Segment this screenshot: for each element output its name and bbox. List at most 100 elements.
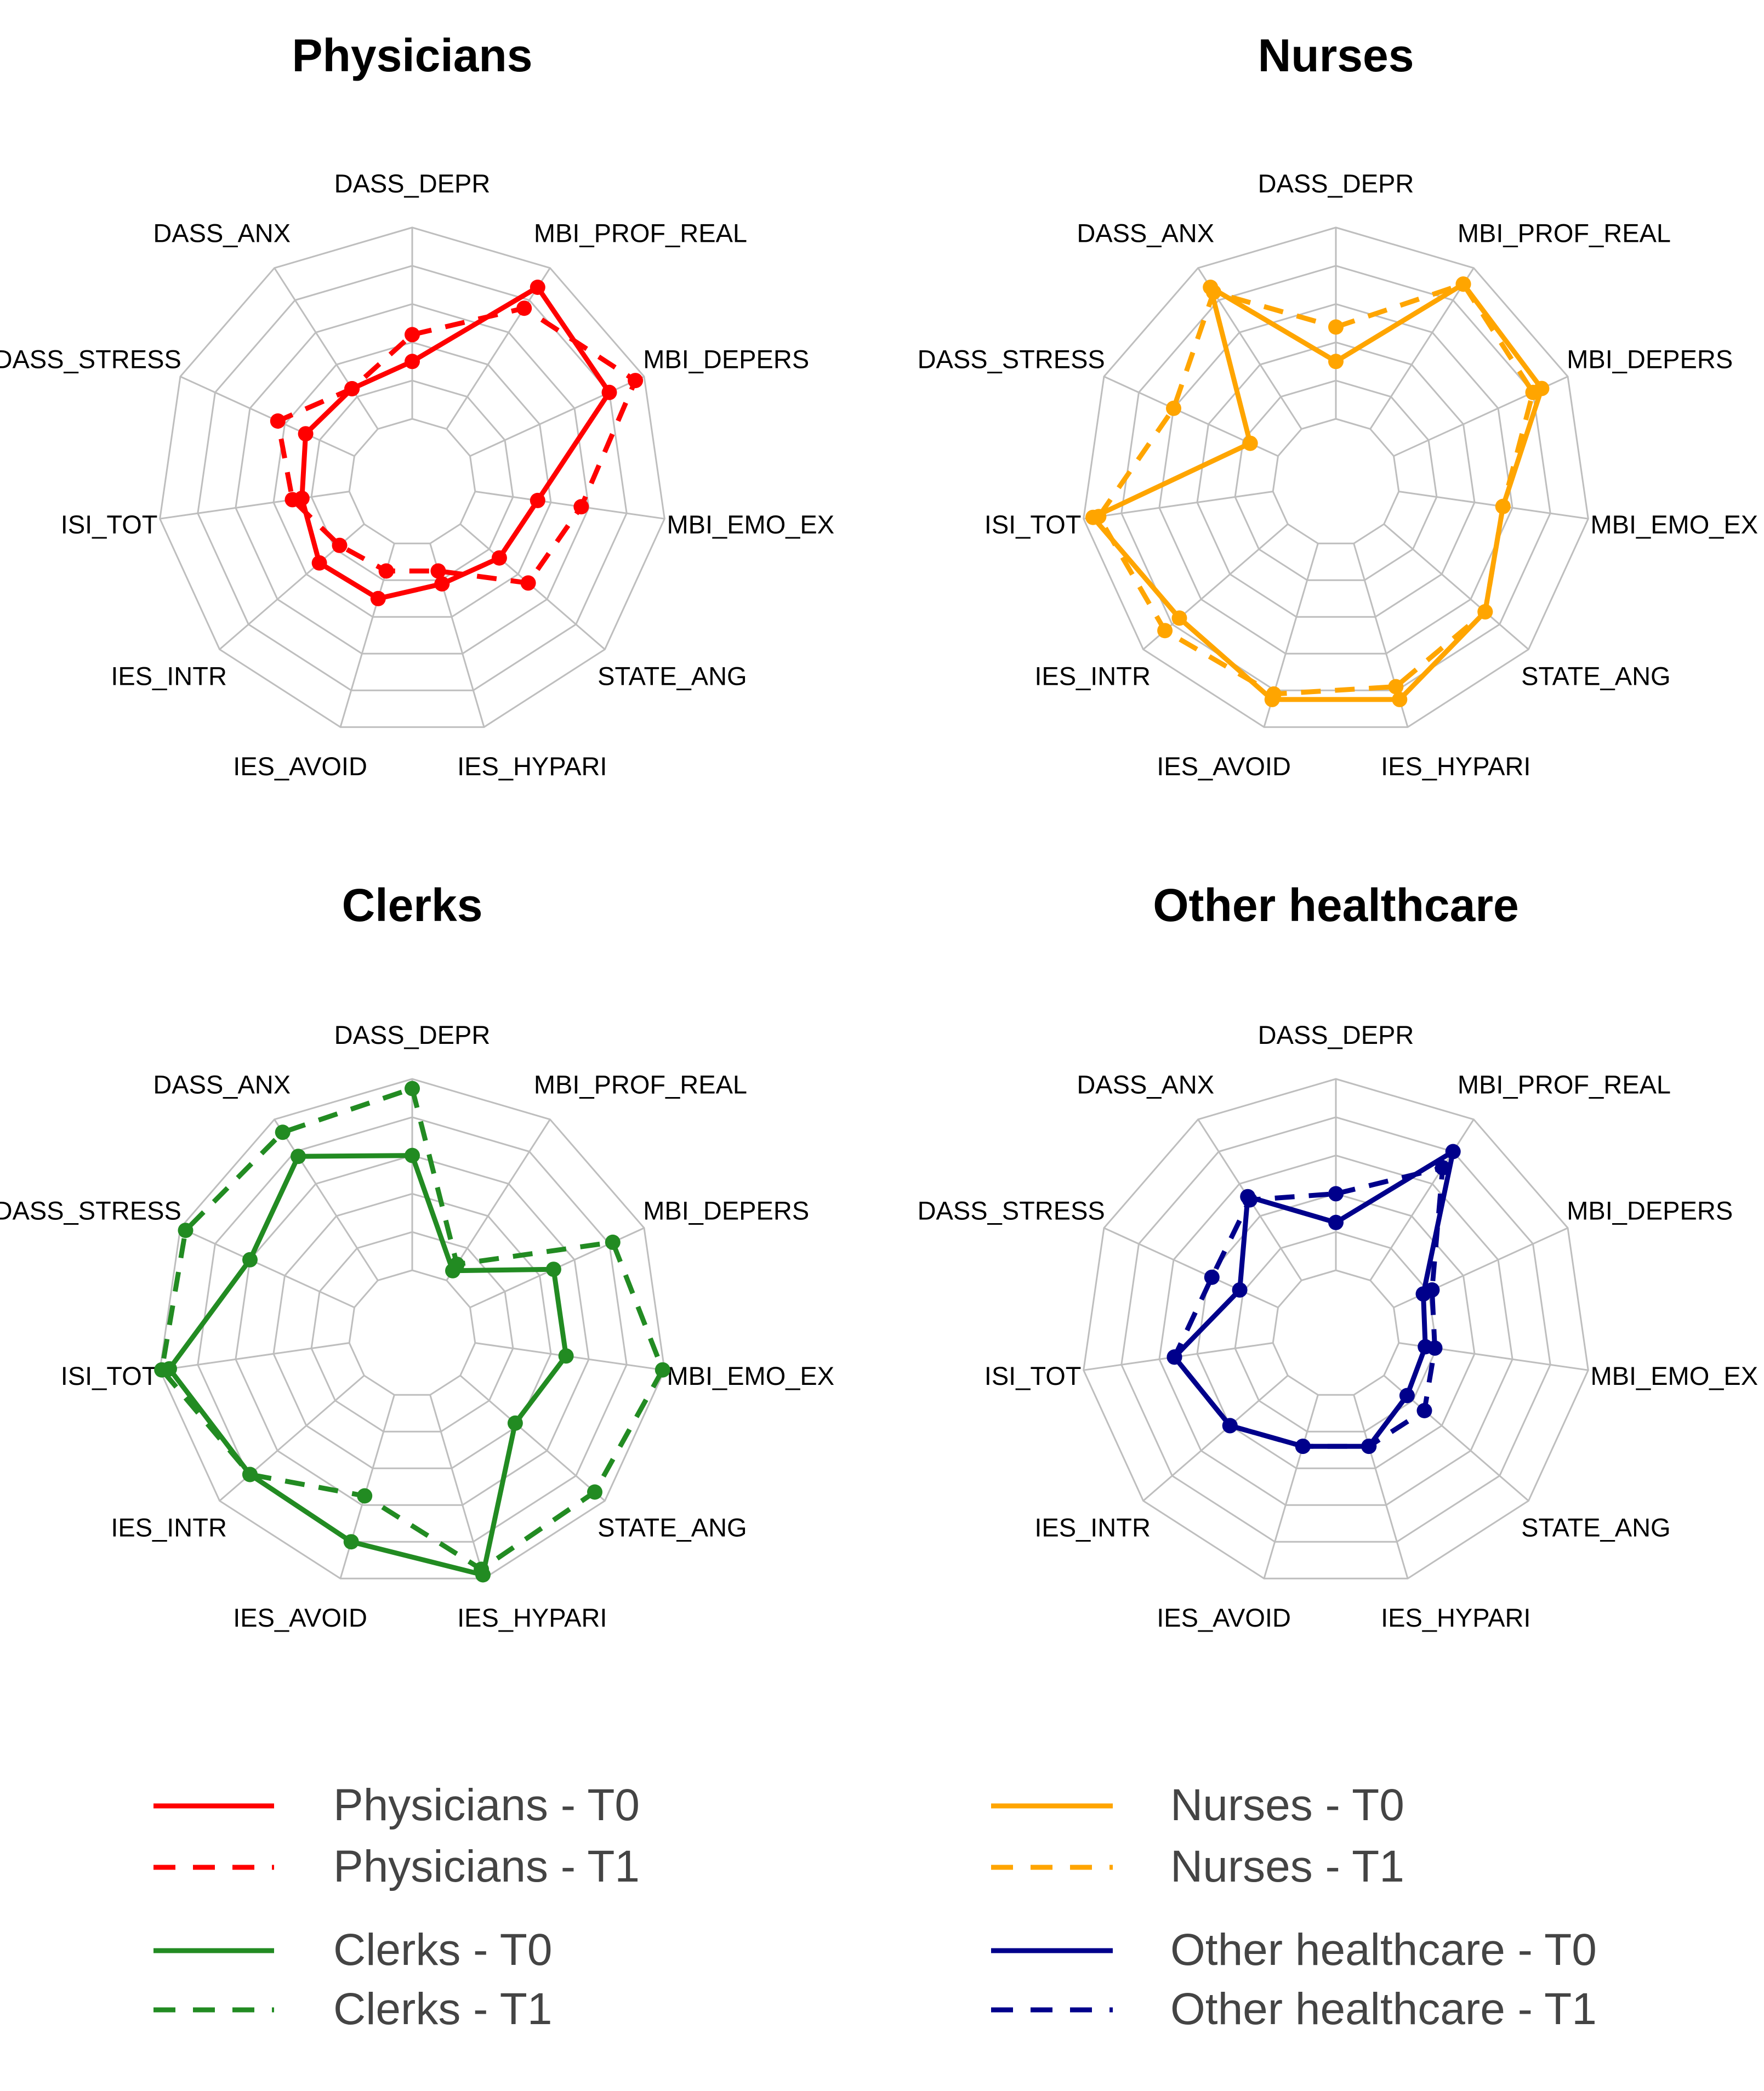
- grid-ring: [159, 226, 665, 728]
- axis-label-mbi-prof-real: MBI_PROF_REAL: [1458, 1070, 1671, 1099]
- series-line: [275, 305, 638, 586]
- grid-spoke: [219, 1374, 365, 1502]
- legend-label: Clerks - T0: [333, 1925, 552, 1975]
- axis-label-mbi-prof-real: MBI_PROF_REAL: [534, 219, 747, 248]
- series-line: [167, 1153, 569, 1577]
- axis-label-mbi-depers: MBI_DEPERS: [643, 345, 809, 374]
- grid-ring: [197, 1116, 628, 1543]
- series-physicians-t0: [294, 280, 617, 606]
- grid-spoke: [180, 1227, 355, 1309]
- grid-spoke: [1369, 1119, 1475, 1281]
- grid-spoke: [475, 491, 665, 520]
- grid-spoke: [274, 268, 379, 430]
- grid-ring: [1120, 1116, 1551, 1543]
- data-point-mbi-emo-ex: [1427, 1340, 1443, 1356]
- axis-label-dass-anx: DASS_ANX: [1077, 219, 1214, 248]
- panel-title: Clerks: [342, 879, 483, 931]
- radar-grid: [159, 226, 665, 728]
- grid-ring: [310, 1231, 514, 1433]
- axis-label-isi-tot: ISI_TOT: [61, 1361, 158, 1390]
- grid-ring: [310, 379, 514, 581]
- data-point-dass-anx: [275, 1124, 291, 1140]
- panel-title: Other healthcare: [1153, 879, 1519, 931]
- axis-label-ies-hypari: IES_HYPARI: [1381, 752, 1530, 781]
- axis-label-dass-stress: DASS_STRESS: [0, 1196, 181, 1225]
- data-point-state-ang: [491, 550, 507, 566]
- radar-panel-physicians: DASS_DEPR MBI_PROF_REAL MBI_DEPERS MBI_EMO_…: [0, 30, 834, 781]
- legend-label: Physicians - T1: [333, 1842, 640, 1891]
- axis-label-dass-stress: DASS_STRESS: [0, 345, 181, 374]
- grid-spoke: [180, 376, 355, 457]
- axis-label-ies-intr: IES_INTR: [111, 662, 227, 691]
- series-line: [299, 285, 612, 601]
- grid-spoke: [1398, 491, 1589, 520]
- axis-label-dass-stress: DASS_STRESS: [918, 345, 1105, 374]
- grid-spoke: [1353, 1394, 1409, 1579]
- legend-label: Physicians - T0: [333, 1780, 640, 1830]
- axis-label-mbi-emo-ex: MBI_EMO_EX: [667, 1361, 835, 1390]
- series-nurses-t1: [1091, 276, 1541, 702]
- axis-label-ies-avoid: IES_AVOID: [1157, 752, 1291, 781]
- data-point-mbi-depers: [1525, 384, 1541, 400]
- grid-spoke: [429, 1394, 485, 1579]
- data-point-state-ang: [520, 575, 536, 591]
- grid-spoke: [1142, 1374, 1289, 1502]
- axis-label-ies-hypari: IES_HYPARI: [457, 752, 607, 781]
- data-point-dass-stress: [178, 1223, 194, 1238]
- data-point-dass-depr: [1328, 319, 1344, 335]
- grid-ring: [272, 341, 552, 618]
- axis-label-dass-anx: DASS_ANX: [153, 1070, 291, 1099]
- series-other-healthcare-t1: [1166, 1160, 1450, 1454]
- grid-ring: [1083, 1078, 1589, 1579]
- data-point-dass-stress: [242, 1252, 258, 1268]
- data-point-ies-intr: [332, 537, 348, 553]
- data-point-dass-stress: [270, 413, 286, 429]
- series-line: [1096, 281, 1535, 697]
- axis-label-ies-hypari: IES_HYPARI: [1381, 1603, 1530, 1632]
- grid-ring: [272, 1192, 552, 1469]
- radar-panel-clerks: DASS_DEPR MBI_PROF_REAL MBI_DEPERS MBI_EMO_…: [0, 879, 834, 1632]
- data-point-dass-stress: [1204, 1269, 1220, 1285]
- data-point-mbi-prof-real: [449, 1257, 465, 1272]
- data-point-ies-avoid: [357, 1488, 373, 1504]
- axis-label-isi-tot: ISI_TOT: [985, 510, 1082, 539]
- data-point-isi-tot: [1091, 509, 1107, 525]
- grid-spoke: [446, 1119, 551, 1281]
- legend-label: Clerks - T1: [333, 1984, 552, 2034]
- grid-spoke: [160, 491, 350, 520]
- grid-ring: [1196, 341, 1476, 618]
- data-point-dass-anx: [1242, 1192, 1257, 1208]
- axis-label-dass-anx: DASS_ANX: [153, 219, 291, 248]
- data-point-dass-anx: [291, 1149, 306, 1164]
- grid-ring: [1158, 303, 1513, 655]
- grid-ring: [1158, 1155, 1513, 1506]
- grid-spoke: [1383, 523, 1529, 650]
- data-point-dass-depr: [1328, 1214, 1344, 1230]
- data-point-mbi-emo-ex: [530, 492, 545, 508]
- data-point-isi-tot: [154, 1362, 170, 1378]
- data-point-mbi-prof-real: [1435, 1160, 1450, 1175]
- grid-spoke: [160, 1342, 350, 1371]
- series-clerks-t1: [154, 1081, 670, 1577]
- legend-entry-other-healthcare-t0: Other healthcare - T0: [991, 1925, 1597, 1975]
- data-point-ies-intr: [1157, 623, 1173, 639]
- axis-label-dass-anx: DASS_ANX: [1077, 1070, 1214, 1099]
- axis-label-ies-avoid: IES_AVOID: [233, 1603, 367, 1632]
- axis-label-ies-intr: IES_INTR: [1034, 1513, 1151, 1542]
- axis-label-ies-avoid: IES_AVOID: [233, 752, 367, 781]
- data-point-mbi-depers: [545, 1262, 561, 1277]
- grid-ring: [235, 303, 590, 655]
- grid-ring: [1234, 1231, 1438, 1433]
- data-point-dass-depr: [405, 1147, 420, 1163]
- data-point-ies-avoid: [1266, 686, 1282, 702]
- axis-label-isi-tot: ISI_TOT: [985, 1361, 1082, 1390]
- axis-label-mbi-emo-ex: MBI_EMO_EX: [1591, 510, 1759, 539]
- data-point-dass-depr: [405, 327, 420, 343]
- axis-label-mbi-prof-real: MBI_PROF_REAL: [1458, 219, 1671, 248]
- legend-entry-nurses-t1: Nurses - T1: [991, 1842, 1404, 1891]
- data-point-isi-tot: [284, 492, 300, 508]
- data-point-ies-hypari: [474, 1561, 490, 1577]
- radar-panels: DASS_DEPR MBI_PROF_REAL MBI_DEPERS MBI_EMO_…: [0, 30, 1758, 1632]
- data-point-dass-stress: [1166, 400, 1181, 416]
